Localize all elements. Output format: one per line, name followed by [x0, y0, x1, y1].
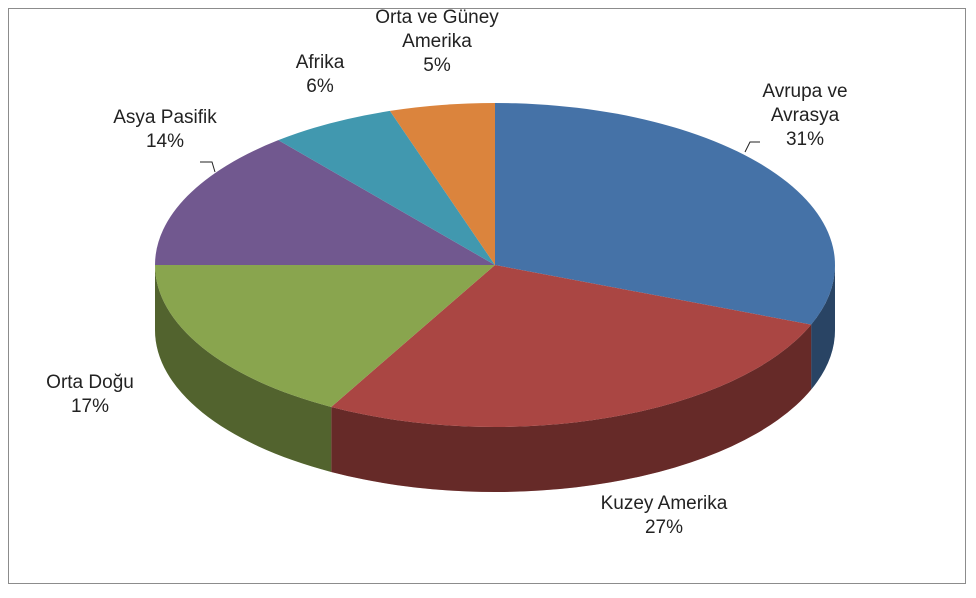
slice [154, 265, 495, 407]
slice-side [331, 324, 812, 493]
category-label: Asya Pasifik [113, 107, 217, 128]
category-label: Avrupa ve Avrasya [762, 81, 848, 126]
value-label: 17% [70, 396, 110, 417]
leader-line [744, 141, 760, 153]
category-label: Kuzey Amerika [600, 493, 728, 514]
slice [278, 110, 495, 266]
slice-side-shade [811, 265, 835, 390]
value-label: 14% [145, 131, 185, 152]
slice [331, 265, 812, 428]
category-label: Afrika [295, 52, 345, 73]
value-label: 27% [644, 517, 684, 538]
data-label: Orta Doğu 17% [30, 371, 150, 419]
slice-side [154, 265, 332, 472]
sides [154, 265, 835, 493]
category-label: Orta ve Güney Amerika [375, 7, 499, 52]
data-label: Kuzey Amerika 27% [564, 492, 764, 540]
slice-side-shade [331, 324, 812, 493]
data-label: Afrika 6% [280, 51, 360, 99]
slice [389, 103, 495, 265]
value-label: 6% [306, 76, 334, 97]
data-label: Orta ve Güney Amerika 5% [367, 6, 507, 78]
data-label: Asya Pasifik 14% [100, 106, 230, 154]
tops [154, 103, 835, 428]
pie [154, 103, 835, 493]
slice-side [811, 265, 835, 390]
value-label: 5% [423, 55, 451, 76]
data-label: Avrupa ve Avrasya 31% [745, 80, 865, 152]
category-label: Orta Doğu [46, 372, 134, 393]
leader-line [200, 161, 216, 173]
slice [495, 103, 835, 325]
slice [155, 140, 495, 265]
slice-side-shade [154, 265, 332, 472]
value-label: 31% [785, 129, 825, 150]
